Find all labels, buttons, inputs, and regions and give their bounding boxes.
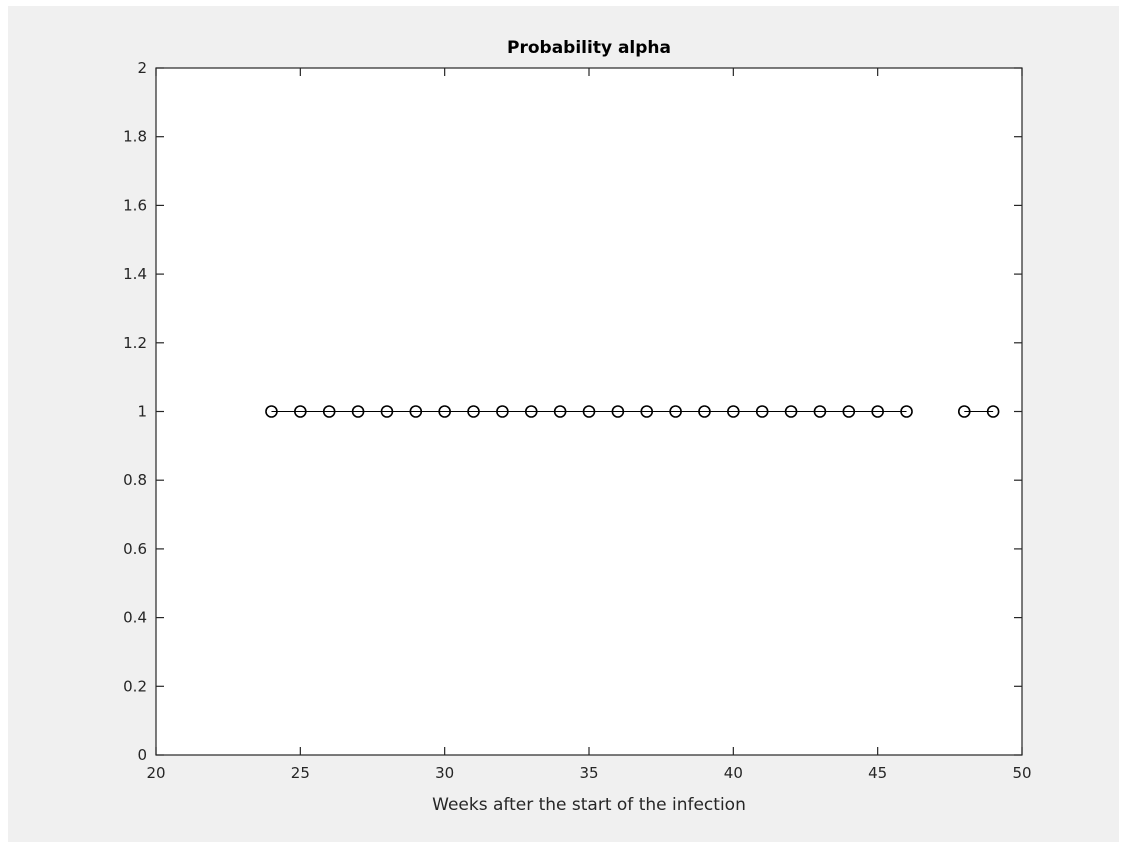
y-tick-label: 1.2: [123, 334, 147, 352]
data-point: [784, 405, 798, 418]
data-point: [727, 405, 740, 418]
x-tick-label: 50: [1012, 764, 1031, 782]
data-point: [640, 405, 654, 418]
data-point: [524, 405, 538, 418]
data-point: [871, 405, 884, 418]
x-axis: 20 25 30 35 40 45 50: [146, 68, 1032, 782]
data-point: [957, 405, 971, 418]
data-point: [669, 405, 682, 418]
x-tick-label: 30: [435, 764, 454, 782]
data-point: [351, 405, 365, 418]
x-tick-label: 35: [579, 764, 598, 782]
data-point: [582, 405, 596, 418]
y-tick-label: 1.8: [123, 128, 147, 146]
data-point: [813, 405, 827, 418]
y-tick-label: 1.4: [123, 265, 147, 283]
y-axis: 0 0.2 0.4 0.6 0.8 1 1.2 1.4 1.6 1.8 2: [123, 59, 1022, 764]
data-point: [553, 405, 567, 418]
data-point: [611, 405, 625, 418]
data-point: [698, 405, 711, 418]
y-tick-label: 0.4: [123, 609, 147, 627]
x-tick-label: 25: [291, 764, 310, 782]
y-tick-label: 0: [137, 746, 147, 764]
x-tick-label: 45: [868, 764, 887, 782]
data-point: [409, 405, 423, 418]
y-tick-label: 0.6: [123, 540, 147, 558]
data-point: [265, 405, 278, 418]
y-tick-label: 0.8: [123, 471, 147, 489]
y-tick-label: 1.6: [123, 196, 147, 214]
chart-title: Probability alpha: [507, 38, 671, 58]
y-tick-label: 2: [137, 59, 147, 77]
data-point: [900, 405, 913, 418]
x-tick-label: 40: [724, 764, 743, 782]
data-point: [755, 405, 769, 418]
y-tick-label: 1: [137, 403, 147, 421]
data-point: [294, 405, 307, 418]
data-point: [467, 405, 480, 418]
data-point: [380, 405, 394, 418]
data-point: [496, 405, 509, 418]
data-point: [438, 405, 451, 418]
data-point: [842, 405, 856, 418]
y-tick-label: 0.2: [123, 677, 147, 695]
x-axis-label: Weeks after the start of the infection: [432, 795, 746, 815]
data-point: [322, 405, 336, 418]
data-point: [986, 405, 1000, 418]
x-tick-label: 20: [146, 764, 165, 782]
series-layer: [265, 405, 1000, 418]
